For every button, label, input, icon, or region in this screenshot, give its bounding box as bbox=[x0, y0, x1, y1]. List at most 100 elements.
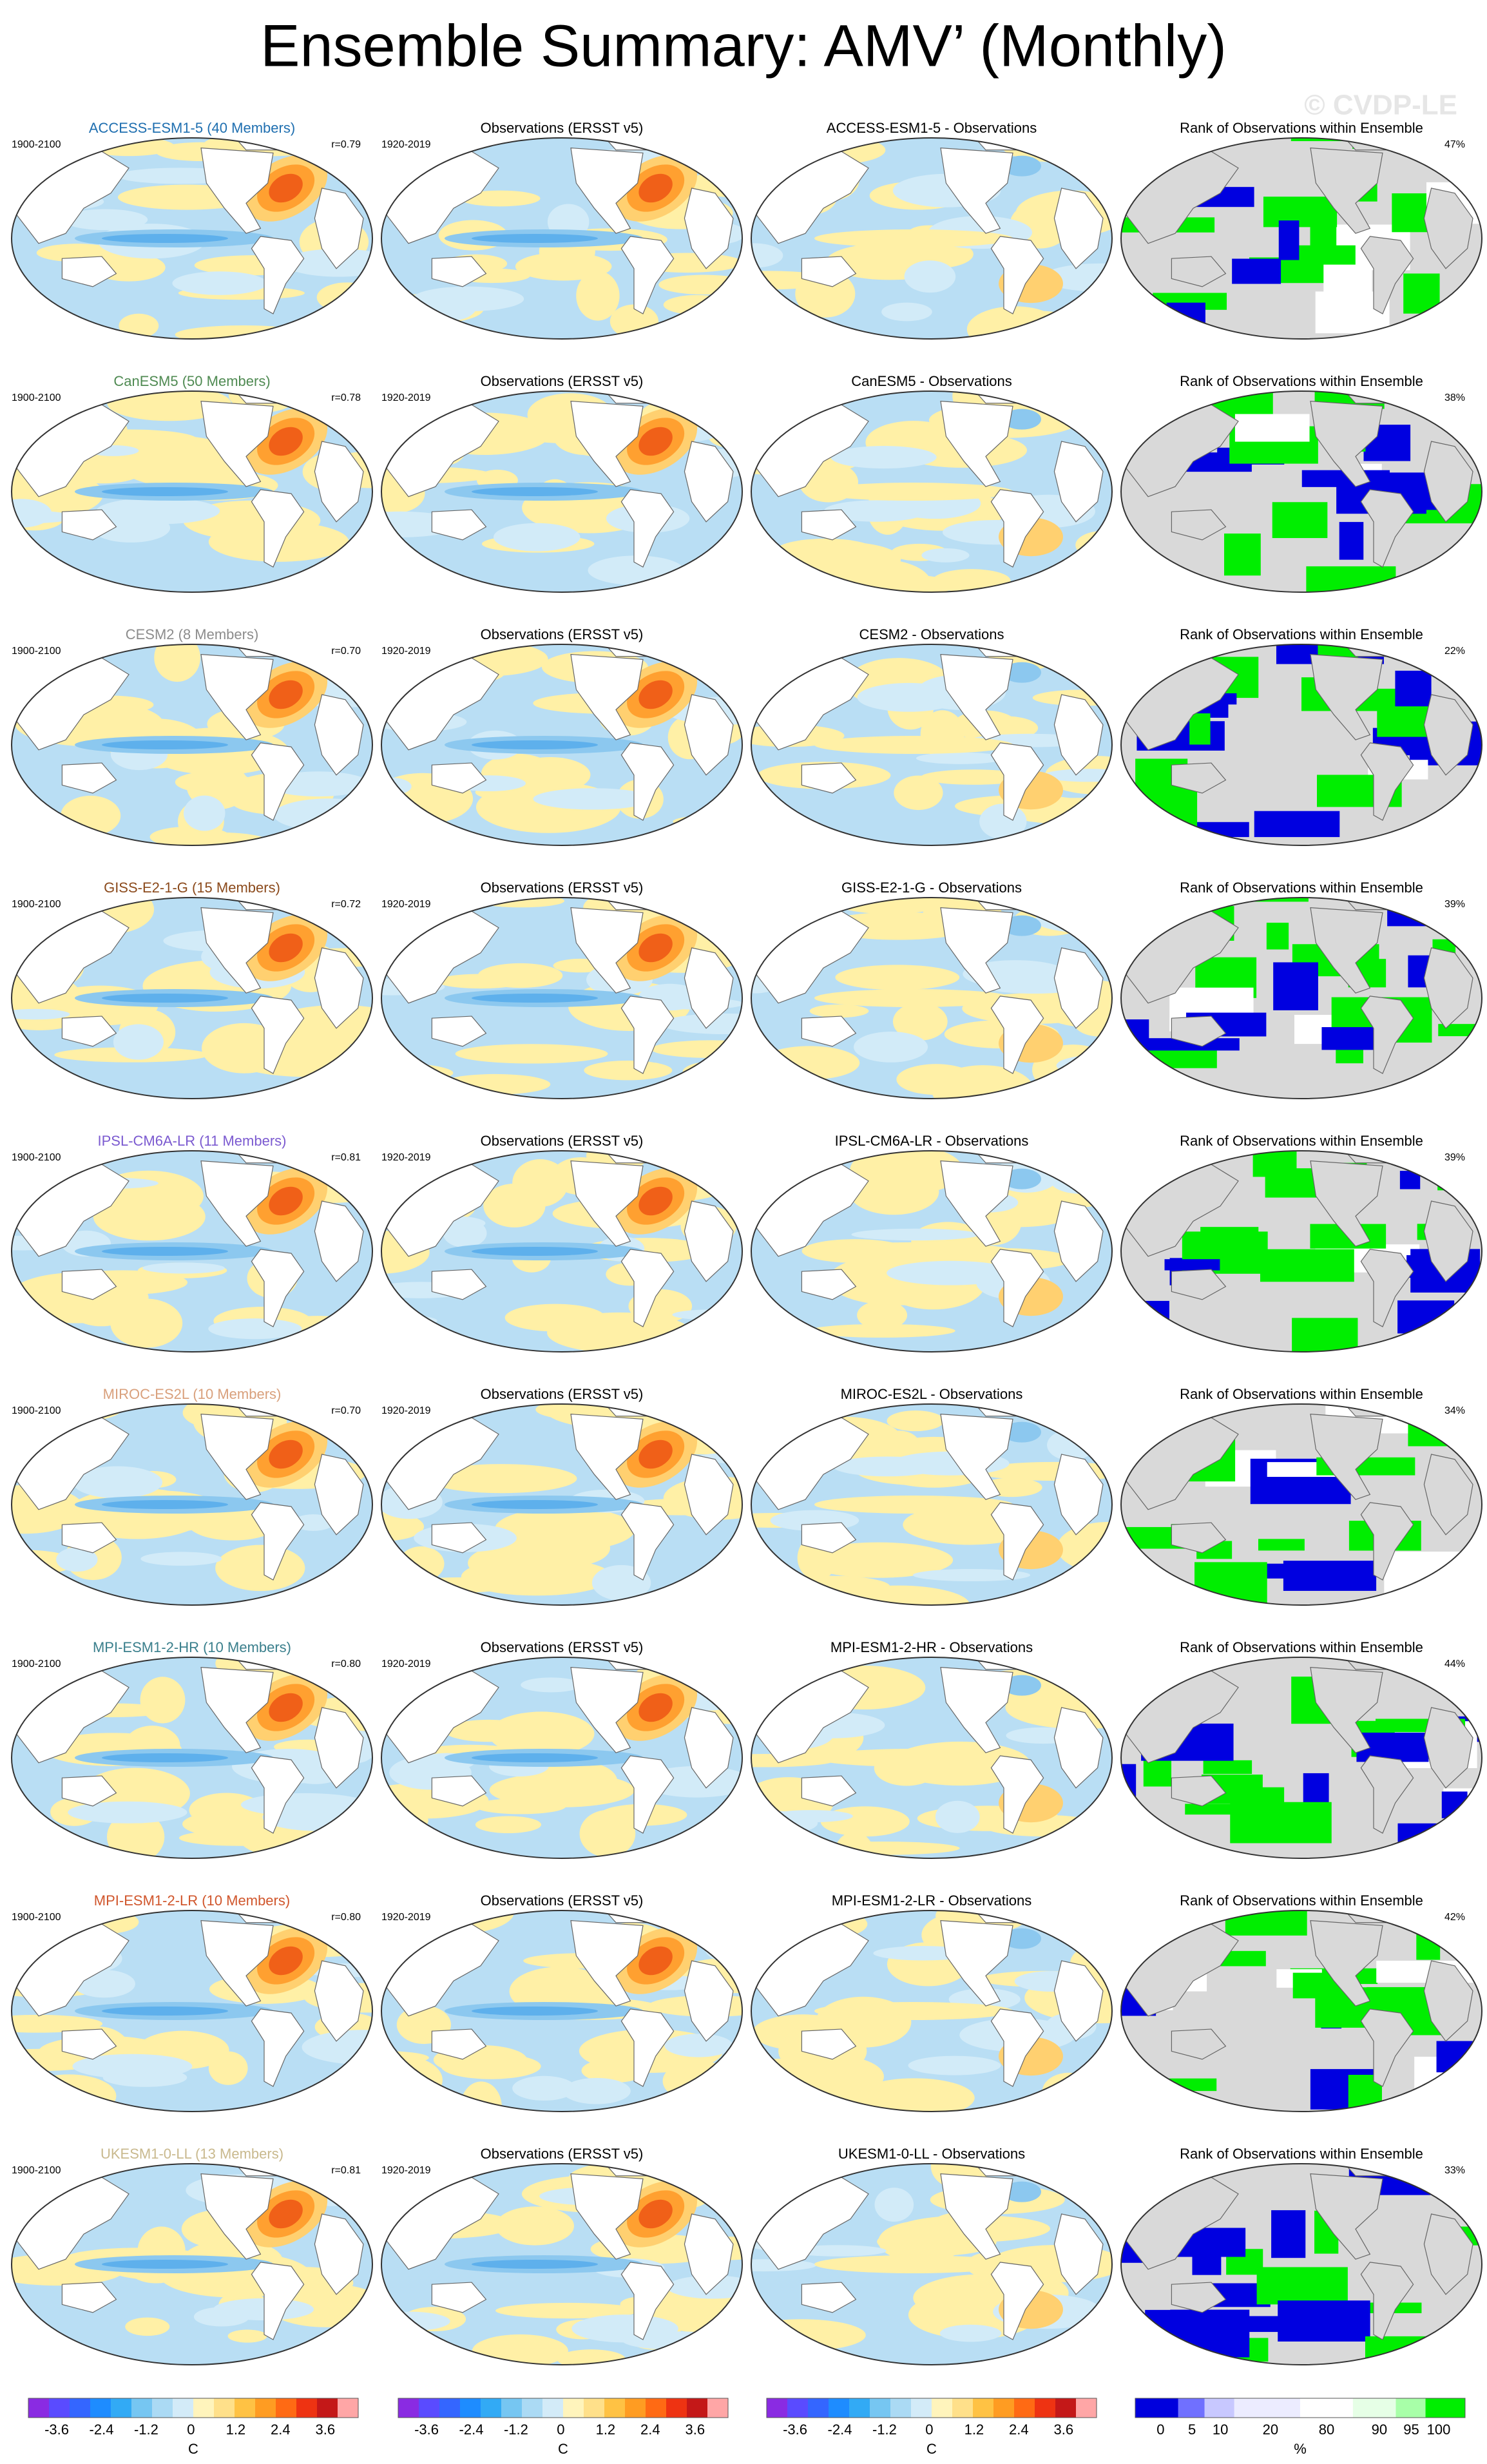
rank-percent: 42% bbox=[1444, 1912, 1465, 1923]
cool-patch bbox=[381, 777, 412, 796]
rank-patch bbox=[1143, 1759, 1172, 1787]
cool-patch bbox=[979, 804, 1027, 840]
rank-patch bbox=[1151, 822, 1249, 838]
map-border bbox=[11, 1910, 373, 2112]
model-period: 1900-2100 bbox=[12, 392, 61, 403]
warm-patch bbox=[117, 436, 241, 487]
map-border bbox=[381, 1910, 743, 2112]
rank-title: Rank of Observations within Ensemble bbox=[1180, 626, 1423, 642]
cool-patch bbox=[887, 1260, 1015, 1285]
atlantic-warm bbox=[269, 1186, 303, 1216]
rank-patch bbox=[1266, 922, 1289, 950]
continent bbox=[1345, 1659, 1402, 1670]
map-border bbox=[1120, 1150, 1482, 1352]
continent bbox=[606, 1912, 662, 1923]
continent bbox=[620, 1502, 675, 1581]
continent bbox=[1171, 256, 1227, 287]
cool-patch bbox=[72, 1466, 163, 1499]
warm-patch bbox=[316, 282, 372, 313]
colorbar-box bbox=[296, 2398, 318, 2418]
rank-patch bbox=[1321, 1027, 1374, 1050]
colorbar-unit: C bbox=[558, 2441, 568, 2457]
model-period: 1900-2100 bbox=[12, 139, 61, 150]
map-panel bbox=[751, 1911, 1112, 2112]
atlantic-warm bbox=[269, 680, 303, 709]
cool-patch bbox=[562, 2077, 631, 2104]
continent bbox=[236, 392, 293, 404]
continent bbox=[431, 256, 487, 287]
warm-patch bbox=[673, 814, 742, 829]
rank-patch bbox=[1292, 1318, 1358, 1352]
diff-patch bbox=[1003, 1928, 1041, 1949]
atlantic-warm bbox=[638, 1946, 673, 1976]
cool-patch bbox=[213, 2298, 314, 2321]
atlantic-warm bbox=[638, 173, 673, 203]
obs-title: Observations (ERSST v5) bbox=[481, 1133, 644, 1149]
diff-patch bbox=[1003, 409, 1041, 430]
warm-patch bbox=[381, 1073, 446, 1093]
rank-patch bbox=[1224, 534, 1261, 576]
continent bbox=[684, 1200, 734, 1282]
cool-patch bbox=[381, 511, 462, 537]
continent bbox=[1053, 441, 1104, 523]
atlantic-warm bbox=[269, 933, 303, 963]
continent bbox=[431, 2028, 487, 2060]
continent bbox=[801, 509, 857, 541]
colorbar-box bbox=[1204, 2398, 1235, 2418]
map-border bbox=[381, 390, 743, 593]
colorbar-box bbox=[1076, 2398, 1097, 2418]
warm-patch bbox=[495, 2206, 574, 2246]
cool-patch bbox=[240, 1793, 369, 1816]
pacific-core bbox=[102, 234, 228, 243]
continent bbox=[314, 441, 364, 523]
continent bbox=[314, 694, 364, 776]
map-border bbox=[1120, 1657, 1482, 1859]
warm-patch bbox=[381, 1063, 454, 1084]
cool-patch bbox=[881, 302, 932, 322]
warm-patch bbox=[455, 1044, 608, 1064]
diff-title: MPI-ESM1-2-HR - Observations bbox=[830, 1639, 1033, 1655]
model-title: MIROC-ES2L (10 Members) bbox=[103, 1386, 282, 1402]
continent bbox=[200, 1666, 274, 1753]
model-title: ACCESS-ESM1-5 (40 Members) bbox=[89, 120, 295, 136]
continent bbox=[940, 1160, 1013, 1247]
continent bbox=[1053, 2213, 1104, 2295]
rank-patch bbox=[1126, 787, 1198, 827]
pacific-core bbox=[102, 740, 228, 749]
warm-patch bbox=[34, 325, 81, 339]
continent bbox=[684, 1707, 734, 1789]
continent bbox=[606, 1659, 662, 1670]
continent bbox=[570, 653, 644, 740]
continent bbox=[801, 1015, 857, 1047]
continent bbox=[940, 1920, 1013, 2007]
warm-patch bbox=[835, 965, 960, 990]
warm-patch bbox=[398, 1546, 445, 1582]
atlantic-warm bbox=[269, 1439, 303, 1469]
watermark: © CVDP-LE bbox=[1304, 90, 1457, 121]
cool-patch bbox=[916, 752, 1004, 764]
continent bbox=[1053, 1960, 1104, 2042]
colorbar-label: 2.4 bbox=[640, 2421, 660, 2438]
cool-patch bbox=[823, 500, 928, 522]
continent bbox=[314, 1454, 364, 1535]
cool-patch bbox=[854, 1032, 928, 1063]
colorbar-box bbox=[1055, 2398, 1077, 2418]
model-title: CanESM5 (50 Members) bbox=[113, 373, 270, 389]
model-period: 1900-2100 bbox=[12, 1405, 61, 1416]
map-border bbox=[11, 137, 373, 340]
warm-patch bbox=[751, 2344, 799, 2363]
continent bbox=[1171, 1522, 1227, 1554]
map-border bbox=[1120, 390, 1482, 593]
continent bbox=[975, 392, 1032, 404]
colorbar-box bbox=[604, 2398, 626, 2418]
rank-patch bbox=[1365, 2336, 1437, 2365]
map-panel bbox=[751, 138, 1112, 339]
rank-patch bbox=[1258, 1539, 1305, 1551]
continent bbox=[620, 996, 675, 1074]
warm-patch bbox=[61, 795, 121, 836]
map-border bbox=[751, 2163, 1113, 2365]
rank-patch bbox=[1387, 898, 1482, 927]
warm-patch bbox=[834, 1832, 874, 1858]
rank-patch bbox=[1232, 258, 1281, 284]
